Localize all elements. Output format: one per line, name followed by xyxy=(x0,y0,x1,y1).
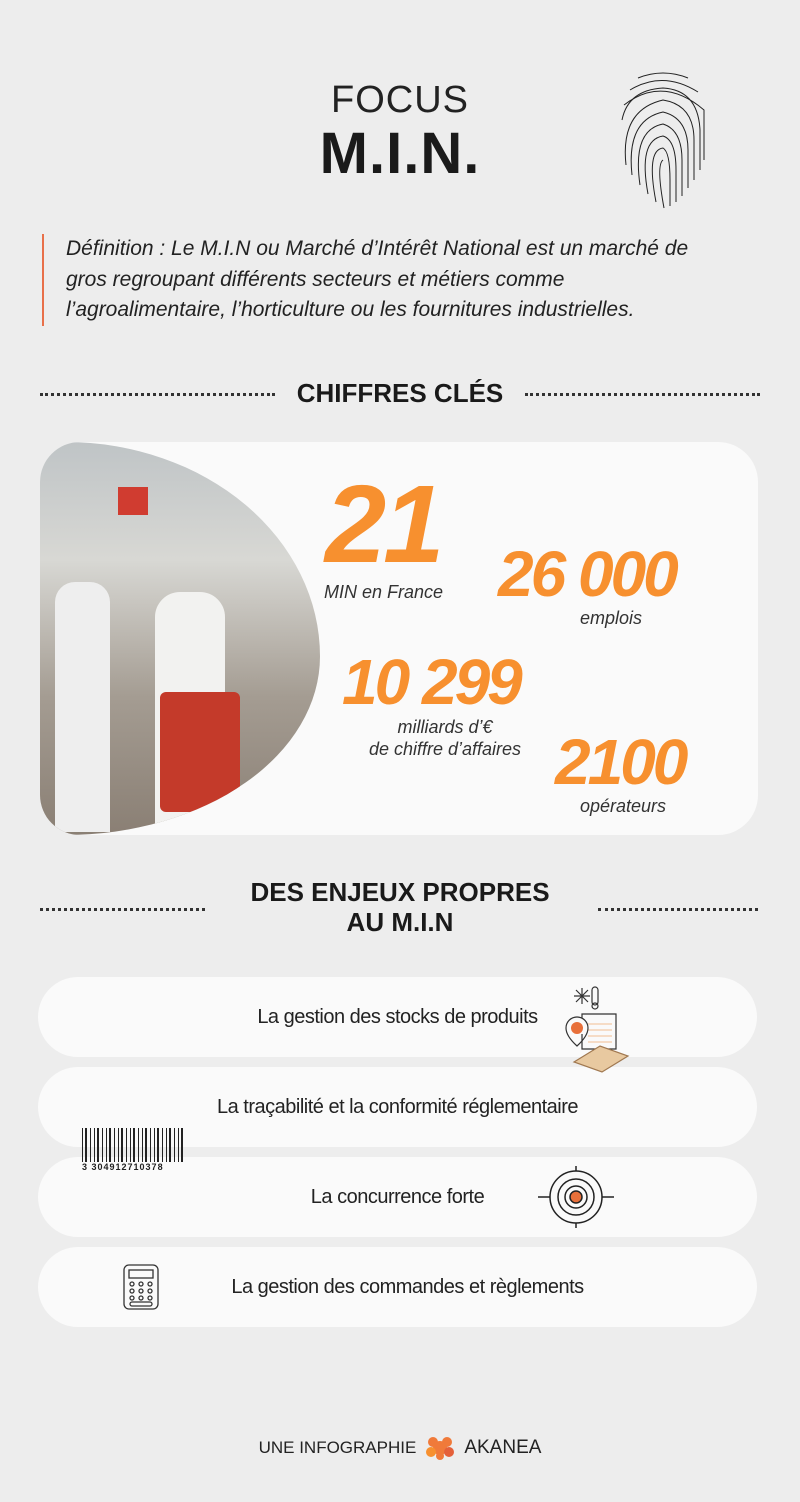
issue-label: La concurrence forte xyxy=(310,1185,485,1208)
divider xyxy=(598,908,758,911)
divider xyxy=(525,393,760,396)
figure-revenue: 10 299 xyxy=(342,646,523,718)
figure-min-count-label: MIN en France xyxy=(324,582,444,602)
divider xyxy=(40,393,275,396)
barcode-icon: 3 304912710378 xyxy=(82,1128,184,1172)
issue-label: La gestion des stocks de produits xyxy=(257,1005,538,1028)
issues-heading: DES ENJEUX PROPRES AU M.I.N xyxy=(220,877,580,937)
issue-item: La concurrence forte xyxy=(38,1157,757,1237)
issues-heading-line1: DES ENJEUX PROPRES xyxy=(250,877,550,907)
pallet-cold-storage-icon xyxy=(565,986,630,1073)
target-icon xyxy=(538,1166,614,1228)
focus-label: FOCUS xyxy=(331,79,469,121)
issues-heading-line2: AU M.I.N xyxy=(346,907,454,937)
key-figures-card: 21 MIN en France 26 000 emplois 10 299 m… xyxy=(40,442,758,835)
akanea-logo-icon xyxy=(426,1437,455,1460)
market-photo xyxy=(40,442,320,835)
issue-item: La gestion des stocks de produits xyxy=(38,977,757,1057)
figure-revenue-label: milliards d’€ de chiffre d’affaires xyxy=(340,716,550,760)
divider xyxy=(40,908,205,911)
page-title: M.I.N. xyxy=(319,121,481,186)
figure-min-count: 21 xyxy=(325,463,444,586)
revenue-label-line2: de chiffre d’affaires xyxy=(368,739,522,759)
key-figures-heading: CHIFFRES CLÉS xyxy=(296,378,504,408)
issue-label: La traçabilité et la conformité réglemen… xyxy=(216,1095,579,1118)
fingerprint-icon xyxy=(621,72,705,209)
footer-prefix: UNE INFOGRAPHIE xyxy=(258,1438,417,1457)
figure-jobs: 26 000 xyxy=(498,538,679,610)
footer-brand: AKANEA xyxy=(464,1437,542,1458)
calculator-icon xyxy=(123,1264,159,1310)
figure-jobs-label: emplois xyxy=(580,608,643,628)
definition-text: Définition : Le M.I.N ou Marché d’Intérê… xyxy=(42,234,722,326)
issue-label: La gestion des commandes et règlements xyxy=(231,1275,584,1298)
barcode-number: 3 304912710378 xyxy=(82,1162,164,1172)
footer: UNE INFOGRAPHIE AKANEA xyxy=(0,1436,800,1460)
figure-operators: 2100 xyxy=(555,726,688,798)
revenue-label-line1: milliards d’€ xyxy=(397,717,493,737)
figure-operators-label: opérateurs xyxy=(580,796,667,816)
